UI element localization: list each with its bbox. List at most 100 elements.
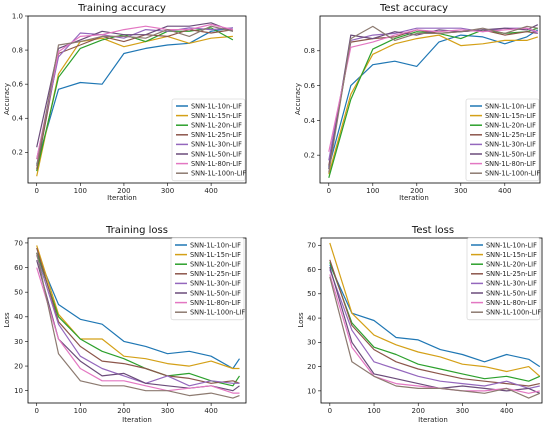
x-tick-label: 200 [117,187,130,195]
series-line-snn-1l-30n-lif [36,27,233,160]
legend: SNN-1L-10n-LIF SNN-1L-15n-LIF SNN-1L-20n-L… [465,98,540,182]
y-tick-label: 40 [14,313,23,321]
y-tick-label: 50 [307,290,316,298]
y-tick-label: 0.2 [304,152,315,160]
legend-entry: SNN-1L-10n-LIF [191,102,242,110]
legend-entry: SNN-1L-20n-LIF [191,122,242,130]
x-tick-label: 0 [34,187,38,195]
y-tick-label: 0.6 [12,81,24,89]
legend-entry: SNN-1L-100n-LIF [190,309,245,317]
y-tick-label: 30 [14,338,23,346]
legend-entry: SNN-1L-25n-LIF [191,131,242,139]
y-tick-label: 50 [14,289,23,297]
x-tick-label: 0 [34,407,38,415]
legend-entry: SNN-1L-25n-LIF [485,131,536,139]
legend-entry: SNN-1L-15n-LIF [485,112,536,120]
legend-entry: SNN-1L-10n-LIF [485,102,536,110]
y-tick-label: 1.0 [12,12,23,20]
y-tick-label: 0.4 [304,117,316,125]
series-line-snn-1l-15n-lif [36,35,233,177]
x-tick-label: 0 [328,407,332,415]
training-accuracy-chart: Training accuracy Iteration Accuracy 0 10… [3,3,247,202]
legend-entry: SNN-1L-50n-LIF [190,289,241,297]
legend-entry: SNN-1L-10n-LIF [190,241,241,249]
y-axis-label: Loss [297,312,305,328]
y-tick-label: 70 [14,239,23,247]
legend-entry: SNN-1L-15n-LIF [190,251,241,259]
series-line-snn-1l-80n-lif [328,27,538,152]
y-tick-label: 60 [307,266,316,274]
plot-frame [27,15,247,184]
legend: SNN-1L-10n-LIF SNN-1L-15n-LIF SNN-1L-20n-L… [170,237,245,321]
series-line-snn-1l-100n-lif [36,252,240,399]
legend-entry: SNN-1L-15n-LIF [486,251,537,259]
legend-entry: SNN-1L-80n-LIF [190,299,241,307]
x-tick-label: 400 [204,407,217,415]
series-line-snn-1l-15n-lif [328,34,538,175]
legend: SNN-1L-10n-LIF SNN-1L-15n-LIF SNN-1L-20n-L… [466,237,541,321]
legend: SNN-1L-10n-LIF SNN-1L-15n-LIF SNN-1L-20n-L… [171,98,246,182]
legend-box [171,98,246,182]
legend-entry: SNN-1L-15n-LIF [191,112,242,120]
x-tick-label: 400 [498,187,511,195]
x-tick-label: 100 [367,407,380,415]
y-tick-label: 0.8 [304,47,315,55]
legend-entry: SNN-1L-30n-LIF [191,141,242,149]
legend-entry: SNN-1L-80n-LIF [191,160,242,168]
y-tick-label: 30 [307,339,316,347]
x-tick-label: 100 [366,187,379,195]
plot-frame [320,237,543,404]
series-line-snn-1l-20n-lif [329,262,541,382]
test-loss-chart: Test loss Iteration Loss 0 100 200 300 400 10… [297,225,543,424]
legend-entry: SNN-1L-100n-LIF [485,170,540,178]
y-tick-label: 40 [307,314,316,322]
series-line-snn-1l-25n-lif [329,259,540,387]
x-tick-label: 300 [161,407,174,415]
series-line-snn-1l-15n-lif [329,242,541,377]
x-tick-label: 400 [500,407,513,415]
legend-entry: SNN-1L-25n-LIF [190,270,241,278]
legend-entry: SNN-1L-100n-LIF [486,309,541,317]
series-line-snn-1l-10n-lif [329,264,541,368]
x-tick-label: 400 [204,187,217,195]
y-tick-label: 0.6 [304,82,316,90]
series-line-snn-1l-10n-lif [36,252,240,370]
x-tick-label: 100 [74,187,87,195]
legend-entry: SNN-1L-30n-LIF [486,280,537,288]
x-tick-label: 200 [117,407,130,415]
legend-entry: SNN-1L-50n-LIF [191,150,242,158]
legend-entry: SNN-1L-20n-LIF [486,261,537,269]
legend-entry: SNN-1L-10n-LIF [486,241,537,249]
y-tick-label: 20 [307,363,316,371]
y-tick-label: 0.4 [12,115,24,123]
series-line-snn-1l-100n-lif [328,25,538,173]
chart-title: Training loss [105,225,168,236]
legend-entry: SNN-1L-80n-LIF [486,299,537,307]
x-axis-label: Iteration [418,416,448,424]
y-tick-label: 10 [14,387,23,395]
x-axis-label: Iteration [107,194,137,202]
x-axis-label: Iteration [122,416,152,424]
test-accuracy-chart: Test accuracy Iteration Accuracy 0 100 200… [294,3,541,202]
y-axis-label: Accuracy [3,83,11,115]
y-tick-label: 0.8 [12,46,23,54]
training-loss-chart: Training loss Iteration Loss 0 100 200 300 4… [3,225,247,424]
x-tick-label: 300 [456,407,469,415]
y-axis-label: Accuracy [294,83,302,115]
legend-entry: SNN-1L-30n-LIF [190,280,241,288]
x-tick-label: 200 [412,407,425,415]
legend-entry: SNN-1L-80n-LIF [485,160,536,168]
legend-entry: SNN-1L-20n-LIF [190,261,241,269]
series-line-snn-1l-30n-lif [329,269,540,389]
x-axis-label: Iteration [399,194,429,202]
legend-entry: SNN-1L-100n-LIF [191,170,246,178]
series-line-snn-1l-80n-lif [36,23,234,160]
y-tick-label: 20 [14,362,23,370]
y-tick-label: 10 [307,387,316,395]
y-tick-label: 70 [307,242,316,250]
chart-title: Test accuracy [379,3,448,14]
legend-box [465,98,540,182]
plot-frame [27,237,247,404]
series-line-snn-1l-25n-lif [36,247,240,384]
